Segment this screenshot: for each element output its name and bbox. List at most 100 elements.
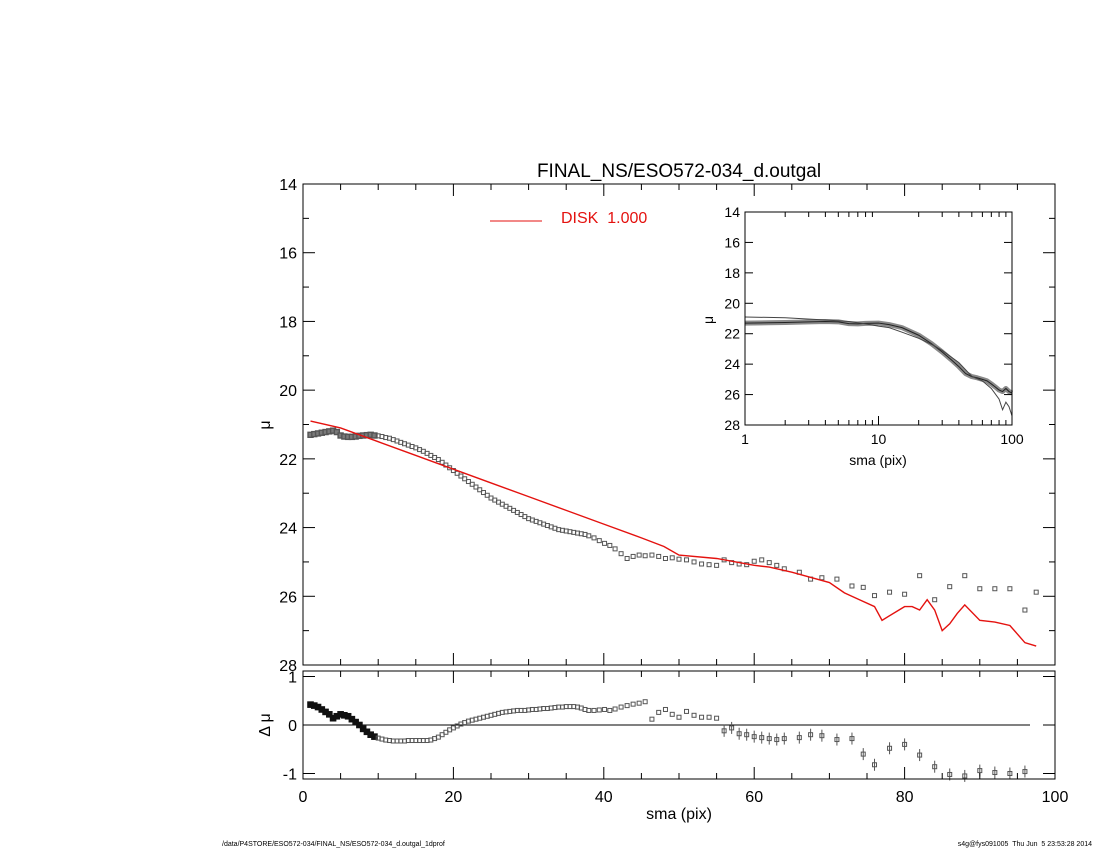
main-point-86 xyxy=(656,553,662,559)
inset-plot-frame xyxy=(744,211,1013,426)
main-point-99 xyxy=(751,558,757,564)
main-ylabel: μ xyxy=(257,420,274,429)
main-point-83 xyxy=(636,552,642,558)
residual-point-78 xyxy=(607,707,613,713)
main-xticks xyxy=(302,184,1056,665)
inset-yticks: 14 16 18 20 22 24 26 28 xyxy=(724,204,1012,433)
residual-xlabel: sma (pix) xyxy=(646,806,712,823)
residual-point-74 xyxy=(586,707,592,713)
main-panel: FINAL_NS/ESO572-034_d.outgal 14 16 18 20 22 2… xyxy=(257,161,1056,675)
residual-point-101 xyxy=(766,736,772,742)
residual-point-110 xyxy=(872,762,878,768)
main-point-84 xyxy=(642,553,648,559)
residual-point-102 xyxy=(774,737,780,743)
main-ytick-label-5: 24 xyxy=(279,521,297,538)
main-point-93 xyxy=(706,562,712,568)
residual-point-81 xyxy=(624,703,630,709)
main-ytick-label-6: 26 xyxy=(279,589,297,606)
main-point-102 xyxy=(774,562,780,568)
disk-model-line xyxy=(310,420,1037,647)
residual-point-76 xyxy=(596,707,602,713)
residual-point-88 xyxy=(669,711,675,717)
residual-point-92 xyxy=(699,714,705,720)
residual-xtick-label-2: 40 xyxy=(595,789,613,806)
main-point-87 xyxy=(662,555,668,561)
main-point-118 xyxy=(992,586,998,592)
residual-point-114 xyxy=(932,764,938,770)
residual-point-119 xyxy=(1007,771,1013,776)
main-point-80 xyxy=(618,551,624,557)
residual-point-118 xyxy=(992,770,998,776)
residual-point-107 xyxy=(834,737,840,743)
residual-point-117 xyxy=(977,768,983,774)
main-point-82 xyxy=(630,553,636,559)
residual-point-85 xyxy=(649,716,655,722)
main-point-114 xyxy=(932,597,938,603)
residual-point-109 xyxy=(860,751,866,757)
main-point-46 xyxy=(480,490,486,496)
main-point-41 xyxy=(462,476,468,482)
main-point-90 xyxy=(684,557,690,563)
inset-ytick-label-0: 14 xyxy=(724,204,740,220)
residual-point-82 xyxy=(630,701,636,707)
main-point-76 xyxy=(596,538,602,544)
main-yticks: 14 16 18 20 22 24 26 28 xyxy=(279,177,1055,675)
main-point-85 xyxy=(649,552,655,558)
main-point-121 xyxy=(1033,589,1039,595)
inset-ytick-label-5: 24 xyxy=(724,356,740,372)
main-point-79 xyxy=(612,546,618,552)
main-point-40 xyxy=(458,473,464,479)
main-point-108 xyxy=(849,583,855,589)
footer-path: /data/P4STORE/ESO572-034/FINAL_NS/ESO572… xyxy=(222,841,445,848)
main-point-109 xyxy=(860,584,866,590)
residual-panel: 10-1 0 20 40 60 80 100 Δ μ sma (pix) xyxy=(257,670,1068,824)
residual-point-84 xyxy=(642,699,648,705)
main-point-35 xyxy=(439,459,445,465)
main-point-7 xyxy=(333,428,341,436)
main-point-74 xyxy=(586,533,592,539)
main-ytick-label-7: 28 xyxy=(279,658,297,675)
residual-point-112 xyxy=(902,741,908,747)
residual-xtick-label-3: 60 xyxy=(745,789,763,806)
main-point-107 xyxy=(834,576,840,582)
residual-point-91 xyxy=(691,712,697,718)
main-point-88 xyxy=(669,555,675,561)
main-point-44 xyxy=(473,484,479,490)
residual-point-95 xyxy=(721,728,727,734)
residual-xtick-label-0: 0 xyxy=(299,789,308,806)
main-point-78 xyxy=(607,542,613,548)
residual-yticks: 1 0 -1 xyxy=(283,670,1055,784)
main-marks xyxy=(307,420,1039,647)
inset-xticks: 1 10 100 xyxy=(741,212,1024,447)
residual-point-94 xyxy=(714,715,720,721)
main-point-94 xyxy=(714,562,720,568)
inset-xtick-label-2: 100 xyxy=(1000,431,1024,447)
residual-point-86 xyxy=(656,709,662,715)
main-point-91 xyxy=(691,559,697,565)
inset-marks xyxy=(744,316,1014,417)
main-point-113 xyxy=(917,573,923,579)
legend-label: DISK 1.000 xyxy=(561,210,647,227)
residual-point-93 xyxy=(706,714,712,720)
residual-xtick-label-4: 80 xyxy=(896,789,914,806)
inset-ytick-label-6: 26 xyxy=(724,387,740,403)
residual-point-79 xyxy=(612,706,618,712)
main-point-89 xyxy=(676,556,682,562)
main-ytick-label-1: 16 xyxy=(279,246,297,263)
residual-ylabel: Δ μ xyxy=(257,713,274,736)
residual-ytick-label-0: 1 xyxy=(288,670,297,687)
main-point-112 xyxy=(902,591,908,597)
residual-point-100 xyxy=(759,735,765,741)
chart-title: FINAL_NS/ESO572-034_d.outgal xyxy=(537,161,821,182)
residual-point-77 xyxy=(602,706,608,712)
inset-xtick-label-1: 10 xyxy=(871,431,887,447)
residual-point-106 xyxy=(819,733,825,739)
residual-point-96 xyxy=(729,725,735,731)
main-ytick-label-4: 22 xyxy=(279,452,297,469)
main-point-42 xyxy=(465,479,471,485)
main-point-43 xyxy=(469,481,475,487)
main-ytick-label-0: 14 xyxy=(279,177,297,194)
residual-xticks: 0 20 40 60 80 100 xyxy=(299,671,1068,806)
residual-point-80 xyxy=(618,704,624,710)
